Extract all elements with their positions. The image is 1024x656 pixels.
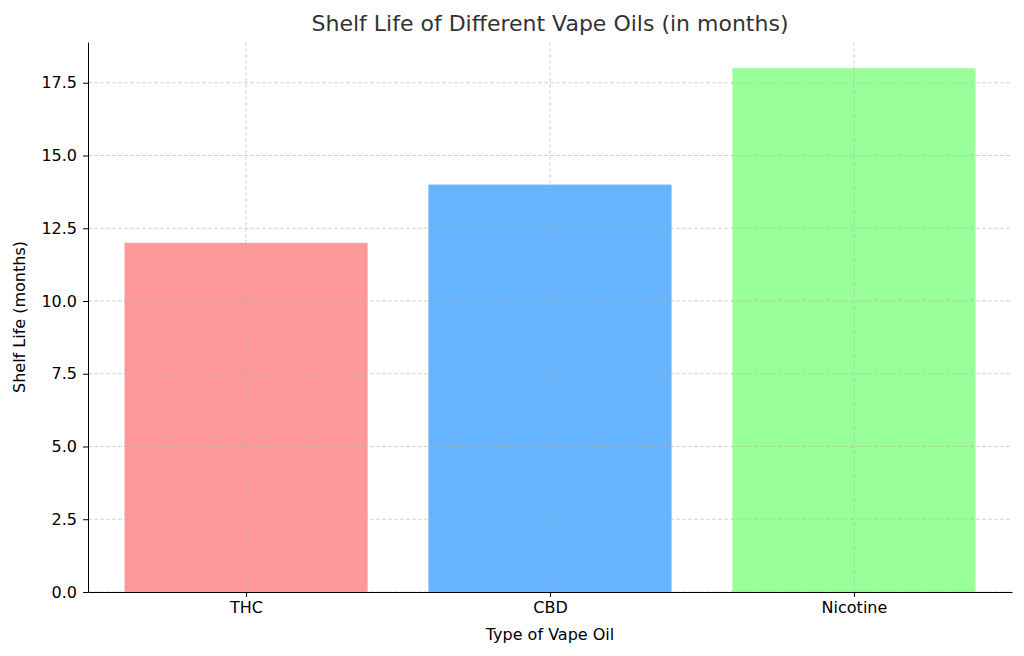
- axis-line: [88, 43, 89, 593]
- tick: 17.5: [41, 73, 88, 92]
- x-axis: THC CBD Nicotine: [89, 592, 1013, 617]
- y-axis-title: Shelf Life (months): [10, 241, 29, 393]
- plot-area: 0.0 2.5 5.0 7.5 10.0 12.5 15.0 17.5 THC CBD Nicoti…: [41, 42, 1012, 617]
- tick: 0.0: [52, 583, 88, 602]
- tick-label: 10.0: [41, 292, 77, 311]
- tick-label: 17.5: [41, 73, 77, 92]
- tick-label: 0.0: [52, 583, 77, 602]
- tick-mark: [83, 519, 88, 520]
- grid: [88, 42, 1012, 592]
- grid-line: [853, 42, 854, 592]
- tick: 5.0: [52, 437, 88, 456]
- tick-mark: [83, 592, 88, 593]
- tick-mark: [83, 374, 88, 375]
- tick: 12.5: [41, 219, 88, 238]
- y-axis: 0.0 2.5 5.0 7.5 10.0 12.5 15.0 17.5: [41, 43, 88, 602]
- tick-label: 15.0: [41, 146, 77, 165]
- tick-mark: [246, 592, 247, 597]
- tick-mark: [83, 446, 88, 447]
- title: Shelf Life of Different Vape Oils (in mo…: [312, 11, 789, 36]
- tick-mark: [83, 155, 88, 156]
- tick-label: THC: [229, 598, 263, 617]
- x-axis-title: Type of Vape Oil: [485, 625, 614, 644]
- tick: Nicotine: [822, 592, 888, 617]
- tick: THC: [229, 592, 263, 617]
- tick: 10.0: [41, 292, 88, 311]
- grid-line: [550, 42, 551, 592]
- tick-label: Nicotine: [822, 598, 888, 617]
- tick: CBD: [533, 592, 567, 617]
- tick: 2.5: [52, 510, 88, 529]
- tick-mark: [854, 592, 855, 597]
- tick-mark: [83, 301, 88, 302]
- tick-label: 7.5: [52, 364, 77, 383]
- grid-line: [88, 155, 1012, 156]
- tick-mark: [83, 228, 88, 229]
- tick-label: 2.5: [52, 510, 77, 529]
- tick: 15.0: [41, 146, 88, 165]
- tick: 7.5: [52, 364, 88, 383]
- grid-line: [88, 82, 1012, 83]
- tick-label: CBD: [533, 598, 567, 617]
- tick-mark: [83, 83, 88, 84]
- tick-mark: [550, 592, 551, 597]
- grid-line: [246, 42, 247, 592]
- tick-label: 5.0: [52, 437, 77, 456]
- tick-label: 12.5: [41, 219, 77, 238]
- chart: 0.0 2.5 5.0 7.5 10.0 12.5 15.0 17.5 THC CBD Nicoti…: [0, 0, 1024, 656]
